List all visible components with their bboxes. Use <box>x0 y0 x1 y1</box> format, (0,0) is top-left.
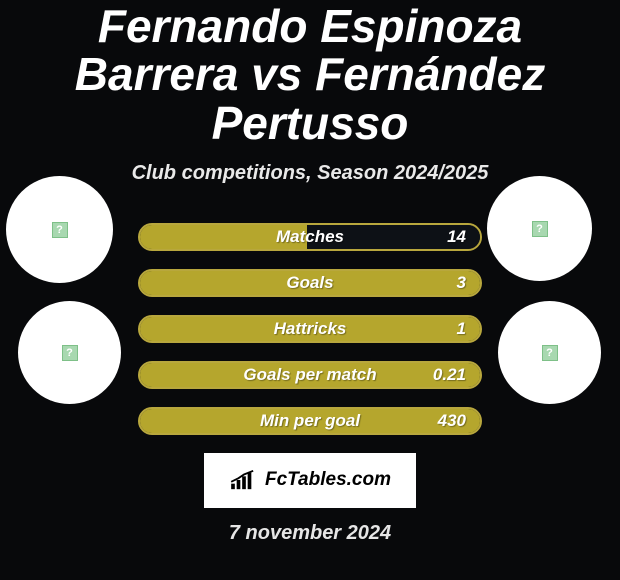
stat-bar-label: Goals <box>286 273 333 293</box>
avatar-bot-right: ? <box>498 301 601 404</box>
placeholder-icon: ? <box>62 345 78 361</box>
stat-bar-value: 3 <box>457 273 466 293</box>
comparison-infographic: Fernando Espinoza Barrera vs Fernández P… <box>0 0 620 580</box>
fctables-logo-icon <box>229 469 259 491</box>
stat-bar-value: 1 <box>457 319 466 339</box>
avatar-bot-left: ? <box>18 301 121 404</box>
stat-bar: Goals per match 0.21 <box>138 361 482 389</box>
stat-bar: Min per goal 430 <box>138 407 482 435</box>
stat-bar-label: Min per goal <box>260 411 360 431</box>
comparison-date: 7 november 2024 <box>0 522 620 545</box>
stat-bar-value: 0.21 <box>433 365 466 385</box>
avatar-top-left: ? <box>6 176 113 283</box>
stat-bar: Matches 14 <box>138 223 482 251</box>
stat-bar: Hattricks 1 <box>138 315 482 343</box>
stat-bar-label: Matches <box>276 227 344 247</box>
comparison-title: Fernando Espinoza Barrera vs Fernández P… <box>0 0 620 147</box>
stat-bar-label: Goals per match <box>243 365 376 385</box>
stat-bar-value: 14 <box>447 227 466 247</box>
stat-bar-label: Hattricks <box>274 319 347 339</box>
placeholder-icon: ? <box>542 345 558 361</box>
stat-bar: Goals 3 <box>138 269 482 297</box>
stat-bar-value: 430 <box>438 411 466 431</box>
placeholder-icon: ? <box>532 221 548 237</box>
stat-bars: Matches 14 Goals 3 Hattricks 1 Goals per match… <box>138 223 482 435</box>
avatar-top-right: ? <box>487 176 592 281</box>
placeholder-icon: ? <box>52 222 68 238</box>
branding-badge: FcTables.com <box>204 453 416 508</box>
branding-text: FcTables.com <box>265 469 391 491</box>
